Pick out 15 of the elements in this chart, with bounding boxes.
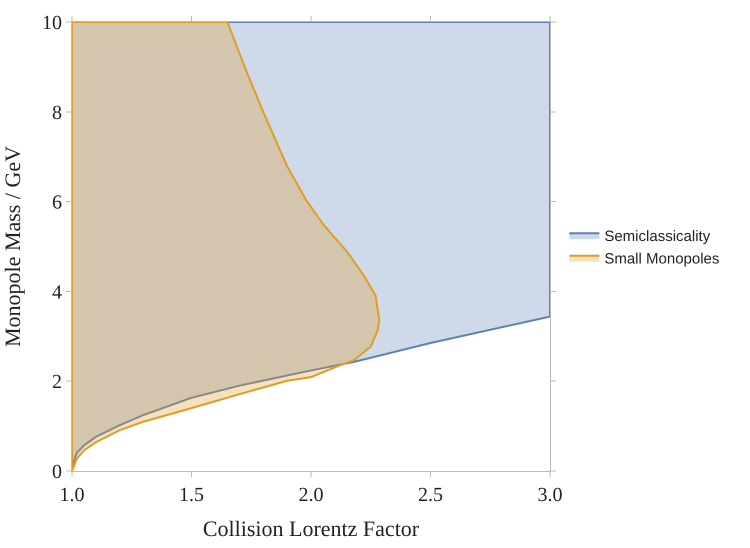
legend-label: Semiclassicality (604, 228, 711, 246)
legend-label: Small Monopoles (604, 250, 720, 268)
x-tick-label: 1.5 (179, 484, 204, 506)
x-axis-title: Collision Lorentz Factor (202, 516, 420, 541)
y-tick-label: 0 (52, 461, 62, 483)
x-tick-label: 2.0 (298, 484, 324, 506)
y-axis-title: Monopole Mass / GeV (0, 146, 25, 348)
x-tick-label: 2.5 (418, 484, 443, 506)
x-tick-label: 1.0 (60, 484, 84, 506)
y-tick-label: 4 (52, 281, 62, 304)
y-tick-label: 2 (52, 371, 62, 394)
y-tick-label: 6 (52, 192, 62, 214)
x-tick-label: 3.0 (538, 484, 562, 506)
y-tick-label: 8 (52, 102, 62, 124)
y-tick-label: 10 (42, 12, 62, 34)
